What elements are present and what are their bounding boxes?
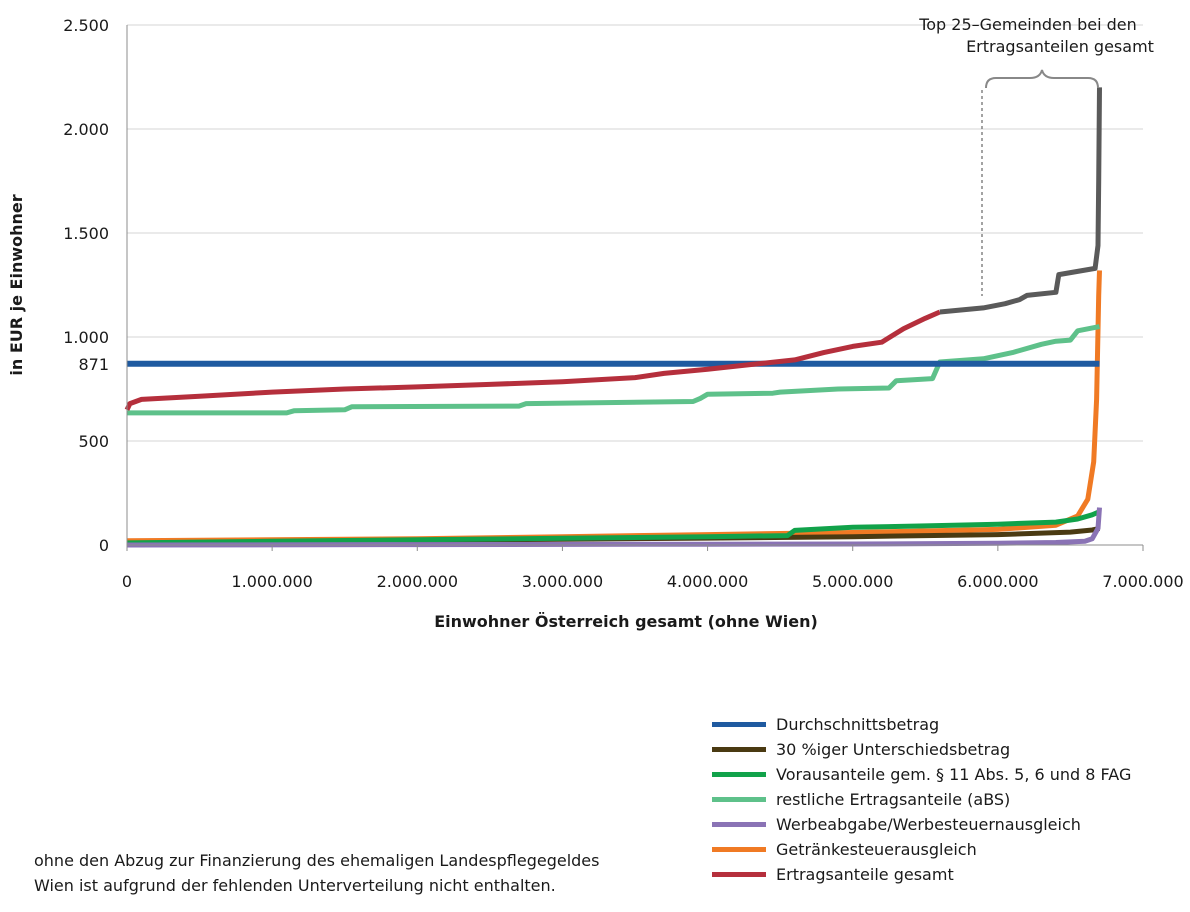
y-tick-label: 0	[99, 536, 109, 555]
y-tick-label: 2.000	[63, 120, 109, 139]
gridlines	[127, 24, 1143, 442]
series-line	[126, 509, 1101, 546]
legend-label: Getränkesteuerausgleich	[776, 840, 977, 859]
legend-swatch	[712, 722, 766, 727]
series-line	[939, 87, 1102, 315]
legend-label: Vorausanteile gem. § 11 Abs. 5, 6 und 8 …	[776, 765, 1132, 784]
legend-swatch	[712, 822, 766, 827]
y-axis-label: in EUR je Einwohner	[7, 194, 26, 375]
legend-swatch	[712, 872, 766, 877]
series-line	[127, 324, 1100, 416]
y-tick-label: 1.500	[63, 224, 109, 243]
x-tick-label: 5.000.000	[812, 572, 893, 591]
legend-label: Durchschnittsbetrag	[776, 715, 940, 734]
legend-swatch	[712, 847, 766, 852]
x-axis-label: Einwohner Österreich gesamt (ohne Wien)	[434, 612, 818, 631]
legend-label: Ertragsanteile gesamt	[776, 865, 954, 884]
chart-area: 0 500 871 1.000 1.500 2.000 2.500 0 1.000.000 2.0…	[7, 15, 1184, 631]
legend-swatch	[712, 772, 766, 777]
x-tick-label: 7.000.000	[1102, 572, 1183, 591]
annotation-line-2: Ertragsanteilen gesamt	[966, 37, 1154, 56]
legend-item: Ertragsanteile gesamt	[712, 862, 1182, 887]
x-tick-label: 1.000.000	[231, 572, 312, 591]
legend-item: restliche Ertragsanteile (aBS)	[712, 787, 1182, 812]
legend-item: 30 %iger Unterschiedsbetrag	[712, 737, 1182, 762]
x-tick-label: 4.000.000	[667, 572, 748, 591]
legend-label: Werbeabgabe/Werbesteuernausgleich	[776, 815, 1081, 834]
legend-item: Werbeabgabe/Werbesteuernausgleich	[712, 812, 1182, 837]
legend-item: Getränkesteuerausgleich	[712, 837, 1182, 862]
y-tick-label: 871	[78, 355, 109, 374]
footnote-text: ohne den Abzug zur Finanzierung des ehem…	[34, 851, 600, 870]
legend-label: restliche Ertragsanteile (aBS)	[776, 790, 1011, 809]
legend-item: Vorausanteile gem. § 11 Abs. 5, 6 und 8 …	[712, 762, 1182, 787]
footnotes: ohne den Abzug zur Finanzierung des ehem…	[34, 848, 599, 898]
series-lines	[124, 87, 1102, 548]
x-tick-label: 3.000.000	[522, 572, 603, 591]
x-tick-label: 0	[122, 572, 132, 591]
footnote-text: Wien ist aufgrund der fehlenden Unterver…	[34, 876, 556, 895]
y-tick-label: 500	[78, 432, 109, 451]
legend-label: 30 %iger Unterschiedsbetrag	[776, 740, 1011, 759]
legend: Durchschnittsbetrag 30 %iger Unterschied…	[712, 712, 1182, 887]
legend-swatch	[712, 797, 766, 802]
annotation-line-1: Top 25–Gemeinden bei den	[918, 15, 1137, 34]
top25-annotation: Top 25–Gemeinden bei den Ertragsanteilen…	[918, 15, 1154, 296]
series-line	[126, 507, 1102, 548]
x-tick-label: 2.000.000	[377, 572, 458, 591]
y-tick-label: 1.000	[63, 328, 109, 347]
legend-item: Durchschnittsbetrag	[712, 712, 1182, 737]
y-tick-label: 2.500	[63, 16, 109, 35]
annotation-brace	[985, 69, 1099, 89]
axes: 0 500 871 1.000 1.500 2.000 2.500 0 1.000.000 2.0…	[63, 16, 1184, 591]
series-line	[124, 309, 941, 411]
x-tick-label: 6.000.000	[957, 572, 1038, 591]
legend-swatch	[712, 747, 766, 752]
